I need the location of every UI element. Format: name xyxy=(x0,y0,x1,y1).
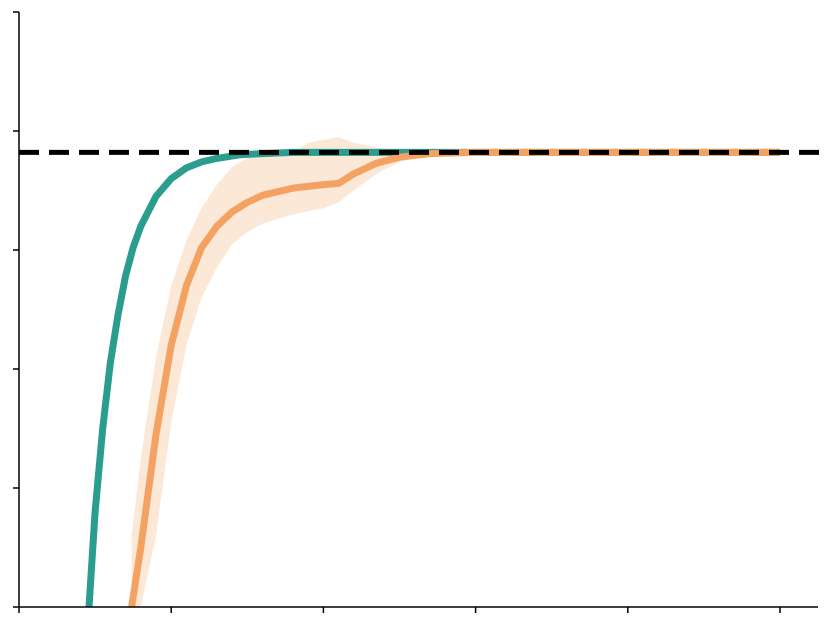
series-lines-layer xyxy=(85,148,780,608)
series-2-band xyxy=(131,136,781,607)
confidence-band-layer xyxy=(131,136,781,607)
axes-layer xyxy=(13,11,818,613)
series-1-line xyxy=(85,148,780,608)
